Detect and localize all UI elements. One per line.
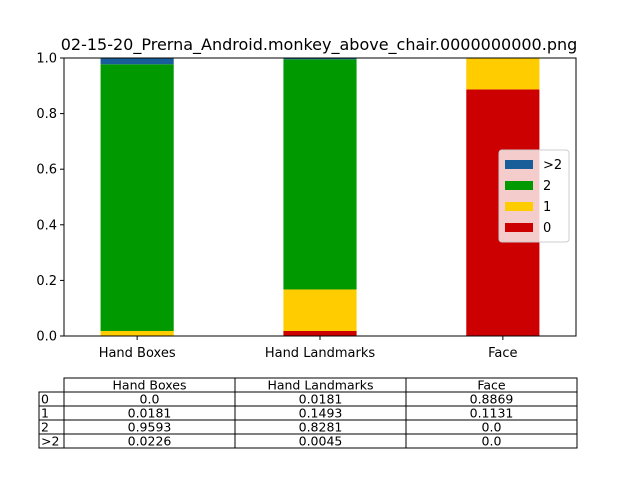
table-cell-value: 0.0226: [128, 434, 172, 449]
x-tick-label: Hand Landmarks: [265, 346, 376, 361]
table-cell-value: 0.0181: [128, 406, 172, 421]
table-cell-value: 0.0: [140, 392, 160, 407]
legend-label: >2: [543, 158, 562, 173]
bar-0-series-3: [100, 58, 174, 65]
y-axis: 0.0 0.2 0.4 0.6 0.8 1.0: [36, 52, 64, 345]
legend-label: 1: [543, 200, 551, 215]
bar-2-series-1: [466, 58, 540, 90]
table-row-label: 0: [41, 392, 49, 407]
legend-label: 2: [543, 179, 551, 194]
bar-0-series-1: [100, 330, 174, 336]
table-cell-value: 0.0181: [299, 392, 343, 407]
x-axis: Hand Boxes Hand Landmarks Face: [99, 336, 518, 361]
table-cell-value: 0.1493: [299, 406, 343, 421]
bar-1-series-2: [283, 59, 357, 290]
table-row-label: 2: [41, 420, 49, 435]
table-cell-value: 0.8281: [299, 420, 343, 435]
y-tick-label: 0.8: [36, 107, 57, 122]
table-cell-value: 0.1131: [470, 406, 514, 421]
y-tick-label: 0.2: [36, 274, 57, 289]
y-tick-label: 0.4: [36, 218, 57, 233]
bar-0-series-2: [100, 64, 174, 331]
bar-1-series-3: [283, 58, 357, 60]
y-tick-label: 0.6: [36, 163, 57, 178]
table-col-header-label: Hand Boxes: [113, 378, 187, 393]
legend-label: 0: [543, 221, 551, 236]
table-cell-value: 0.0: [482, 434, 502, 449]
table-col-header-label: Hand Landmarks: [267, 378, 373, 393]
legend-box: [498, 149, 570, 243]
chart-title: 02-15-20_Prerna_Android.monkey_above_cha…: [61, 35, 578, 55]
table-cell: [405, 433, 578, 449]
table-cell-value: 0.9593: [128, 420, 172, 435]
x-tick-label: Face: [488, 346, 517, 361]
bar-1-series-1: [283, 289, 357, 331]
table-row-label: 1: [41, 406, 49, 421]
bars-layer: [100, 58, 540, 336]
table-cell-value: 0.8869: [470, 392, 514, 407]
table-col-header-label: Face: [477, 378, 506, 393]
bar-1-series-0: [283, 330, 357, 336]
legend-swatch: [505, 202, 533, 211]
table-cell-value: 0.0045: [299, 434, 343, 449]
table-cell-value: 0.0: [482, 420, 502, 435]
legend-swatch: [505, 181, 533, 190]
legend: >2 2 1 0: [498, 149, 570, 243]
x-tick-label: Hand Boxes: [99, 346, 176, 361]
table-row-label: >2: [41, 434, 59, 449]
y-tick-label: 1.0: [36, 52, 57, 67]
legend-swatch: [505, 160, 533, 169]
legend-swatch: [505, 223, 533, 232]
y-tick-label: 0.0: [36, 330, 57, 345]
